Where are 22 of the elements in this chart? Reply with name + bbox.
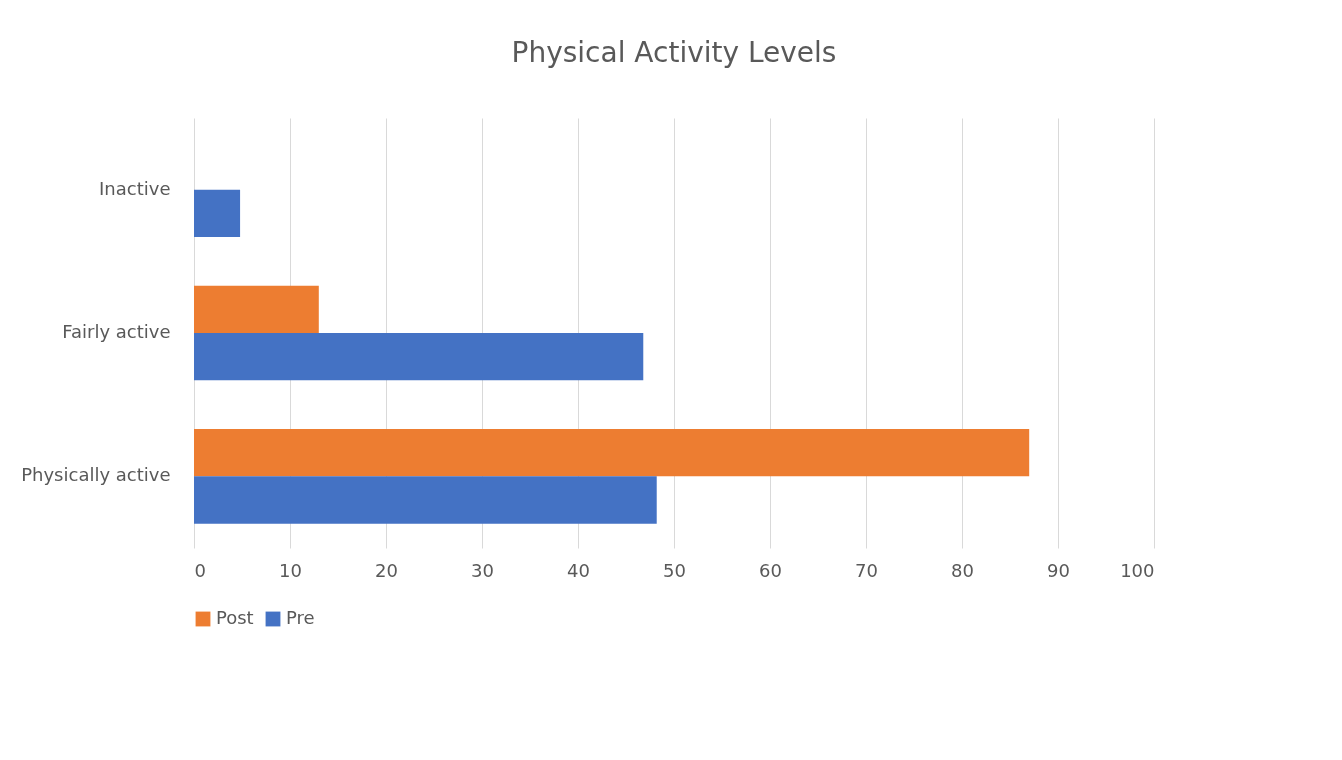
x-tick-label: 20: [375, 559, 398, 581]
x-tick-label: 90: [1047, 559, 1070, 581]
bar: [194, 285, 319, 333]
x-tick-label: 60: [759, 559, 782, 581]
chart-title: Physical Activity Levels: [511, 36, 837, 69]
x-tick-label: 0: [194, 559, 206, 581]
x-tick-label: 100: [1120, 559, 1155, 581]
x-tick-label: 40: [567, 559, 590, 581]
x-tick-label: 70: [855, 559, 878, 581]
y-tick-label: Physically active: [21, 464, 171, 486]
x-tick-label: 30: [471, 559, 494, 581]
x-tick-label: 10: [279, 559, 302, 581]
x-tick-label: 50: [663, 559, 686, 581]
y-tick-label: Fairly active: [62, 321, 171, 342]
bar: [194, 476, 657, 524]
y-tick-label: Inactive: [99, 177, 171, 199]
bar: [194, 333, 644, 381]
bar: [194, 429, 1030, 477]
legend-label: Post: [216, 607, 254, 628]
bar: [194, 189, 241, 237]
legend-label: Pre: [286, 607, 315, 628]
x-tick-label: 80: [951, 559, 974, 581]
